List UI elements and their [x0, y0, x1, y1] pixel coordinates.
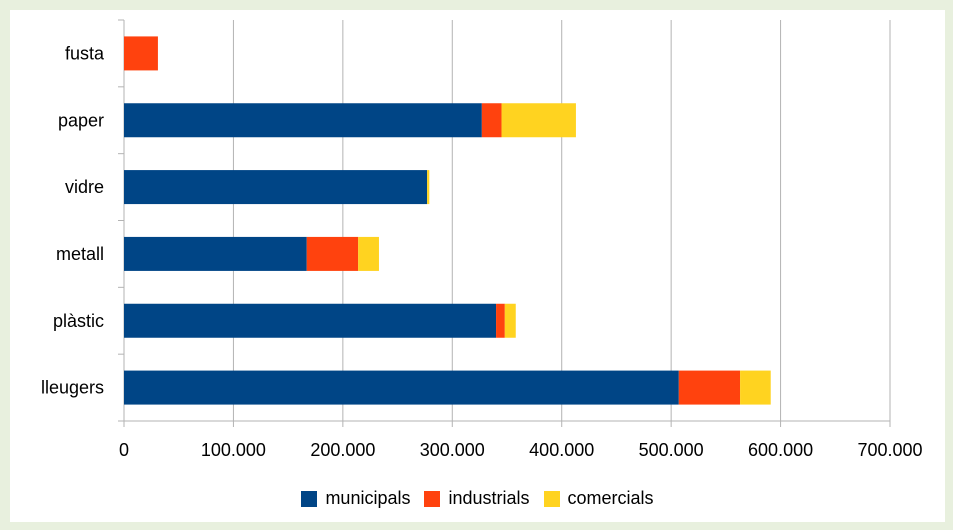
stacked-bar-chart: 0 100.000 200.000 300.000 400.000 500.000 600.…	[41, 19, 923, 460]
chart-container: 0 100.000 200.000 300.000 400.000 500.000 600.…	[10, 10, 945, 522]
legend-swatch-municipals	[301, 490, 318, 507]
legend-label-comercials: comercials	[567, 488, 654, 508]
bar-segment-municipals	[124, 370, 679, 405]
bar-segment-municipals	[124, 236, 307, 271]
x-tick-label: 700.000	[857, 440, 922, 460]
category-label: fusta	[65, 43, 105, 63]
bar-segment-industrials	[124, 36, 158, 71]
bar-segment-industrials	[481, 103, 502, 138]
legend-label-industrials: industrials	[448, 488, 530, 508]
category-label: lleugers	[41, 378, 104, 398]
bar-segment-comercials	[740, 370, 771, 405]
bar-segment-municipals	[124, 103, 482, 138]
bar-segment-municipals	[124, 170, 428, 205]
bar-segment-industrials	[496, 303, 505, 338]
legend: municipals industrials comercials	[10, 488, 945, 509]
x-tick-label: 300.000	[420, 440, 485, 460]
x-tick-label: 0	[119, 440, 129, 460]
legend-item-comercials: comercials	[543, 488, 654, 509]
category-label: metall	[56, 244, 104, 264]
legend-item-municipals: municipals	[301, 488, 410, 509]
bar-segment-industrials	[678, 370, 741, 405]
legend-item-industrials: industrials	[424, 488, 530, 509]
category-label: vidre	[65, 177, 104, 197]
bar-segment-municipals	[124, 303, 497, 338]
bar-segment-industrials	[306, 236, 359, 271]
x-tick-label: 200.000	[310, 440, 375, 460]
bar-segment-comercials	[427, 170, 430, 205]
bar-segment-comercials	[501, 103, 576, 138]
x-tick-label: 600.000	[748, 440, 813, 460]
bar-segment-comercials	[358, 236, 379, 271]
legend-swatch-industrials	[424, 490, 441, 507]
legend-swatch-comercials	[543, 490, 560, 507]
category-label: paper	[58, 110, 104, 130]
legend-label-municipals: municipals	[325, 488, 411, 508]
x-tick-label: 500.000	[639, 440, 704, 460]
x-tick-label: 100.000	[201, 440, 266, 460]
bar-segment-comercials	[504, 303, 516, 338]
x-tick-label: 400.000	[529, 440, 594, 460]
category-label: plàstic	[53, 311, 104, 331]
